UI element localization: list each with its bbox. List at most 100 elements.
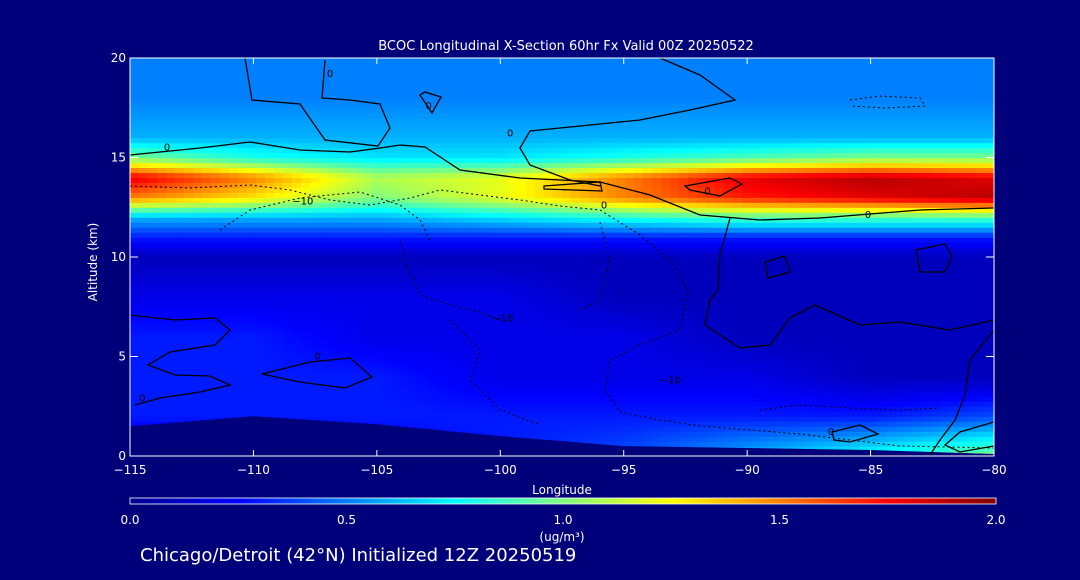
heatmap-cell: [166, 252, 176, 258]
heatmap-cell: [958, 281, 968, 288]
heatmap-cell: [292, 261, 302, 268]
heatmap-cell: [706, 356, 716, 363]
heatmap-cell: [184, 306, 194, 313]
heatmap-cell: [463, 207, 473, 213]
heatmap-cell: [679, 276, 689, 283]
heatmap-cell: [805, 341, 815, 348]
heatmap-cell: [436, 202, 446, 208]
heatmap-cell: [229, 326, 239, 333]
heatmap-cell: [733, 386, 743, 392]
heatmap-cell: [517, 331, 527, 338]
heatmap-cell: [589, 356, 599, 363]
heatmap-cell: [562, 227, 572, 233]
heatmap-cell: [256, 401, 266, 407]
heatmap-cell: [148, 306, 158, 313]
heatmap-cell: [463, 336, 473, 343]
heatmap-cell: [904, 311, 914, 318]
heatmap-cell: [166, 197, 176, 203]
heatmap-cell: [274, 197, 284, 203]
heatmap-cell: [931, 316, 941, 323]
heatmap-cell: [616, 266, 626, 273]
heatmap-cell: [859, 257, 869, 263]
heatmap-cell: [688, 266, 698, 273]
heatmap-cell: [823, 396, 833, 402]
heatmap-cell: [832, 436, 842, 442]
heatmap-cell: [841, 197, 851, 203]
heatmap-cell: [175, 242, 185, 248]
heatmap-cell: [220, 271, 230, 278]
heatmap-cell: [958, 391, 968, 397]
heatmap-cell: [382, 301, 392, 308]
heatmap-cell: [859, 227, 869, 233]
heatmap-cell: [796, 301, 806, 308]
heatmap-cell: [544, 361, 554, 368]
heatmap-cell: [823, 197, 833, 203]
heatmap-cell: [247, 361, 257, 368]
heatmap-cell: [166, 386, 176, 392]
heatmap-cell: [472, 421, 482, 427]
heatmap-cell: [697, 281, 707, 288]
heatmap-cell: [913, 341, 923, 348]
heatmap-cell: [823, 227, 833, 233]
heatmap-cell: [733, 207, 743, 213]
heatmap-cell: [688, 441, 698, 447]
heatmap-cell: [877, 276, 887, 283]
heatmap-cell: [895, 431, 905, 437]
heatmap-cell: [328, 406, 338, 412]
heatmap-cell: [634, 242, 644, 248]
heatmap-cell: [337, 341, 347, 348]
heatmap-cell: [616, 212, 626, 218]
heatmap-cell: [724, 301, 734, 308]
heatmap-cell: [184, 396, 194, 402]
heatmap-cell: [427, 257, 437, 263]
heatmap-cell: [742, 212, 752, 218]
heatmap-cell: [274, 281, 284, 288]
heatmap-cell: [211, 331, 221, 338]
heatmap-cell: [580, 356, 590, 363]
heatmap-cell: [859, 376, 869, 382]
heatmap-cell: [292, 331, 302, 338]
heatmap-cell: [346, 386, 356, 392]
heatmap-cell: [337, 336, 347, 343]
heatmap-cell: [508, 232, 518, 238]
heatmap-cell: [733, 301, 743, 308]
heatmap-cell: [310, 366, 320, 373]
heatmap-cell: [859, 351, 869, 358]
heatmap-cell: [868, 252, 878, 258]
heatmap-cell: [337, 366, 347, 373]
heatmap-cell: [220, 336, 230, 343]
heatmap-cell: [706, 386, 716, 392]
heatmap-cell: [463, 321, 473, 328]
heatmap-cell: [454, 396, 464, 402]
heatmap-cell: [247, 286, 257, 293]
heatmap-cell: [688, 271, 698, 278]
heatmap-cell: [463, 351, 473, 358]
heatmap-cell: [904, 346, 914, 353]
heatmap-cell: [841, 411, 851, 417]
heatmap-cell: [517, 321, 527, 328]
heatmap-cell: [634, 232, 644, 238]
heatmap-cell: [787, 361, 797, 368]
heatmap-cell: [688, 232, 698, 238]
heatmap-cell: [625, 416, 635, 422]
heatmap-cell: [697, 242, 707, 248]
heatmap-cell: [940, 202, 950, 208]
heatmap-cell: [346, 257, 356, 263]
heatmap-cell: [724, 346, 734, 353]
heatmap-cell: [607, 222, 617, 228]
heatmap-cell: [535, 361, 545, 368]
heatmap-cell: [724, 271, 734, 278]
heatmap-cell: [139, 202, 149, 208]
heatmap-cell: [868, 351, 878, 358]
heatmap-cell: [769, 266, 779, 273]
heatmap-cell: [184, 336, 194, 343]
heatmap-cell: [769, 197, 779, 203]
heatmap-cell: [211, 361, 221, 368]
heatmap-cell: [733, 361, 743, 368]
heatmap-cell: [148, 371, 158, 377]
heatmap-cell: [616, 227, 626, 233]
heatmap-cell: [724, 331, 734, 338]
heatmap-cell: [661, 242, 671, 248]
heatmap-cell: [715, 391, 725, 397]
heatmap-cell: [958, 202, 968, 208]
